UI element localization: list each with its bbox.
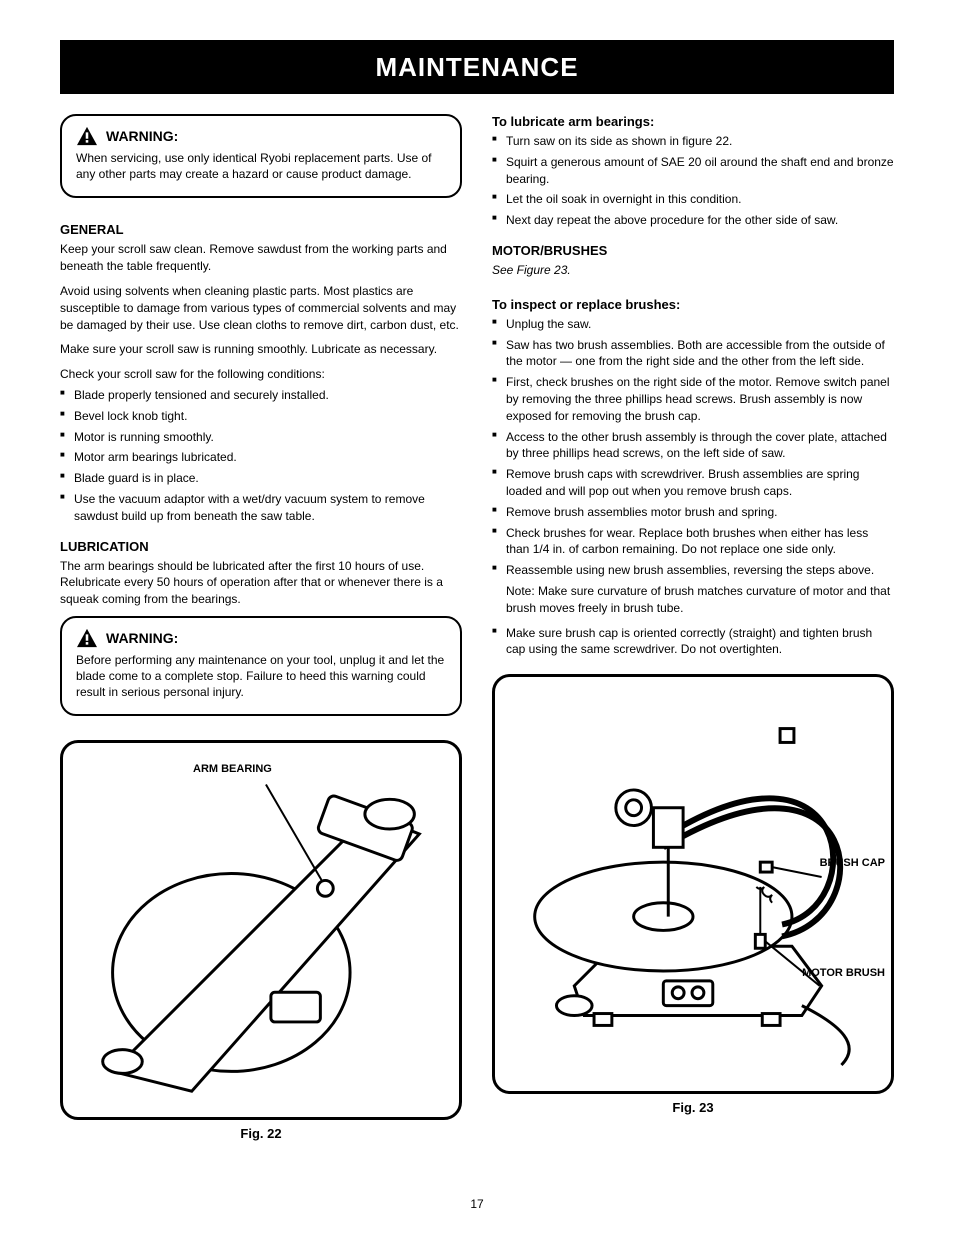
brush-note: Note: Make sure curvature of brush match…: [506, 583, 894, 617]
page-title: MAINTENANCE: [375, 52, 578, 83]
fig23-label-1: BRUSH CAP: [820, 857, 885, 869]
list-item: Let the oil soak in overnight in this co…: [492, 191, 894, 208]
warning-box-1: WARNING: When servicing, use only identi…: [60, 114, 462, 198]
fig23-caption: Fig. 23: [492, 1100, 894, 1115]
fig22-label: ARM BEARING: [193, 763, 272, 775]
page-number: 17: [0, 1197, 954, 1211]
list-item: Motor arm bearings lubricated.: [60, 449, 462, 466]
list-item: Check brushes for wear. Replace both bru…: [492, 525, 894, 559]
general-p2: Avoid using solvents when cleaning plast…: [60, 283, 462, 333]
brushes-see: See Figure 23.: [492, 262, 894, 279]
fig22-caption: Fig. 22: [60, 1126, 462, 1141]
list-item: Unplug the saw.: [492, 316, 894, 333]
heading-general: GENERAL: [60, 222, 462, 237]
list-item: Blade properly tensioned and securely in…: [60, 387, 462, 404]
list-item: Reassemble using new brush assemblies, r…: [492, 562, 894, 579]
list-item: Remove brush assemblies motor brush and …: [492, 504, 894, 521]
warning-label-1: WARNING:: [106, 128, 178, 144]
brush-steps-list: Unplug the saw. Saw has two brush assemb…: [492, 316, 894, 583]
general-p1: Keep your scroll saw clean. Remove sawdu…: [60, 241, 462, 275]
list-item: Blade guard is in place.: [60, 470, 462, 487]
figure-22-illustration: [73, 753, 449, 1093]
warning-icon: [76, 126, 98, 146]
list-item: Next day repeat the above procedure for …: [492, 212, 894, 229]
left-column: WARNING: When servicing, use only identi…: [60, 114, 462, 1141]
list-item: Turn saw on its side as shown in figure …: [492, 133, 894, 150]
warning-head-1: WARNING:: [76, 126, 446, 146]
figure-23-box: BRUSH CAP MOTOR BRUSH: [492, 674, 894, 1094]
list-item: Motor is running smoothly.: [60, 429, 462, 446]
warning-box-2: WARNING: Before performing any maintenan…: [60, 616, 462, 717]
list-item: Squirt a generous amount of SAE 20 oil a…: [492, 154, 894, 188]
heading-lube-steps: To lubricate arm bearings:: [492, 114, 894, 129]
list-item: First, check brushes on the right side o…: [492, 374, 894, 424]
page-title-bar: MAINTENANCE: [60, 40, 894, 94]
list-item: Bevel lock knob tight.: [60, 408, 462, 425]
list-item: Remove brush caps with screwdriver. Brus…: [492, 466, 894, 500]
general-bullets: Blade properly tensioned and securely in…: [60, 387, 462, 529]
heading-brush-steps: To inspect or replace brushes:: [492, 297, 894, 312]
figure-22-box: ARM BEARING: [60, 740, 462, 1120]
lubrication-text: The arm bearings should be lubricated af…: [60, 558, 462, 608]
right-column: To lubricate arm bearings: Turn saw on i…: [492, 114, 894, 1141]
warning-icon: [76, 628, 98, 648]
list-item: Make sure brush cap is oriented correctl…: [492, 625, 894, 659]
general-p4: Check your scroll saw for the following …: [60, 366, 462, 383]
fig23-label-2: MOTOR BRUSH: [802, 967, 885, 979]
figure-23-illustration: [505, 687, 881, 1067]
list-item: Use the vacuum adaptor with a wet/dry va…: [60, 491, 462, 525]
lube-steps-list: Turn saw on its side as shown in figure …: [492, 133, 894, 233]
heading-brushes: MOTOR/BRUSHES: [492, 243, 894, 258]
warning-label-2: WARNING:: [106, 630, 178, 646]
heading-lubrication: LUBRICATION: [60, 539, 462, 554]
brush-steps-list-2: Make sure brush cap is oriented correctl…: [492, 625, 894, 663]
general-p3: Make sure your scroll saw is running smo…: [60, 341, 462, 358]
content-columns: WARNING: When servicing, use only identi…: [60, 114, 894, 1141]
list-item: Saw has two brush assemblies. Both are a…: [492, 337, 894, 371]
warning-text-2: Before performing any maintenance on you…: [76, 652, 446, 701]
warning-text-1: When servicing, use only identical Ryobi…: [76, 150, 446, 182]
list-item: Access to the other brush assembly is th…: [492, 429, 894, 463]
warning-head-2: WARNING:: [76, 628, 446, 648]
